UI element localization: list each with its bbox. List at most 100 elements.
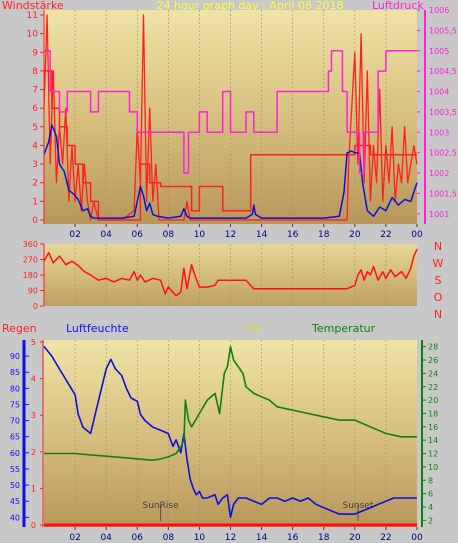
wind-tick-label: 4 (32, 141, 38, 151)
direction-tick-label: 90 (28, 287, 38, 296)
temperature-tick-label: 10 (428, 463, 438, 472)
rain-tick-label: 3 (31, 411, 36, 420)
pressure-axis-title: Luftdruck (372, 0, 424, 12)
wind-tick-label: 1 (32, 197, 38, 207)
x-tick-label: 14 (256, 533, 268, 543)
uv-axis-title: UV (246, 322, 262, 335)
wind-tick-label: 0 (32, 216, 38, 226)
compass-letter: N (434, 240, 442, 253)
x-tick-label: 06 (132, 230, 144, 240)
pressure-tick-label: 1004 (429, 88, 449, 97)
temperature-axis-title: Temperatur (311, 322, 376, 335)
x-tick-label: 18 (318, 230, 330, 240)
x-tick-label: 02 (69, 533, 80, 543)
series-line (43, 248, 418, 297)
temperature-tick-label: 22 (428, 383, 438, 392)
compass-letter: N (434, 308, 442, 321)
pressure-tick-label: 1005 (429, 47, 449, 56)
wind-tick-label: 7 (32, 86, 38, 96)
temperature-tick-label: 28 (428, 343, 438, 352)
x-tick-label: 08 (163, 230, 175, 240)
pressure-tick-label: 1001,5 (429, 189, 457, 198)
humidity-axis-title: Luftfeuchte (66, 322, 129, 335)
temperature-tick-label: 12 (428, 450, 438, 459)
humidity-tick-label: 60 (10, 449, 20, 458)
x-tick-label: 16 (287, 533, 299, 543)
x-tick-label: 08 (163, 533, 175, 543)
temperature-tick-label: 14 (428, 436, 438, 445)
pressure-tick-label: 1006 (429, 6, 449, 15)
rain-tick-label: 0 (31, 521, 36, 530)
temperature-tick-label: 16 (428, 423, 438, 432)
x-tick-label: 20 (349, 230, 361, 240)
x-tick-label: 12 (225, 533, 236, 543)
series-line (43, 345, 417, 519)
series-line (44, 50, 417, 174)
wind-tick-label: 9 (32, 48, 38, 58)
x-tick-label: 16 (287, 230, 299, 240)
wind-axis-title: Windstärke (2, 0, 64, 12)
direction-tick-label: 270 (23, 256, 38, 265)
direction-tick-label: 360 (23, 240, 38, 249)
temperature-tick-label: 2 (428, 516, 433, 525)
humidity-tick-label: 65 (10, 433, 20, 442)
wind-tick-label: 10 (27, 30, 39, 40)
temperature-tick-label: 8 (428, 476, 433, 485)
direction-tick-label: 180 (23, 271, 38, 280)
x-tick-label: 04 (100, 533, 112, 543)
rain-tick-label: 1 (31, 484, 36, 493)
sun-label: Sunset (342, 501, 373, 511)
x-tick-label: 00 (411, 533, 423, 543)
pressure-tick-label: 1004,5 (429, 67, 457, 76)
compass-letter: W (433, 257, 444, 270)
direction-tick-label: 0 (33, 302, 38, 311)
temperature-tick-label: 6 (428, 490, 433, 499)
series-line (43, 14, 418, 221)
x-tick-label: 02 (69, 230, 80, 240)
x-tick-label: 10 (194, 230, 206, 240)
x-tick-label: 06 (132, 533, 144, 543)
humidity-tick-label: 85 (10, 368, 20, 377)
x-tick-label: 14 (256, 230, 268, 240)
series-line (44, 70, 417, 221)
temperature-tick-label: 24 (428, 369, 438, 378)
humidity-tick-label: 70 (10, 417, 20, 426)
humidity-tick-label: 75 (10, 400, 20, 409)
x-tick-label: 10 (194, 533, 206, 543)
plot-area (44, 244, 417, 306)
pressure-tick-label: 1003 (429, 128, 449, 137)
x-tick-label: 20 (349, 533, 361, 543)
humidity-temperature-panel: SunRise Sunset 01234540455055606570758085… (2, 322, 438, 543)
pressure-tick-label: 1002,5 (429, 149, 457, 158)
wind-tick-label: 3 (32, 160, 38, 170)
series-line (44, 345, 417, 461)
wind-tick-label: 11 (27, 11, 38, 21)
temperature-tick-label: 18 (428, 409, 438, 418)
pressure-tick-label: 1003,5 (429, 108, 457, 117)
humidity-tick-label: 40 (10, 513, 20, 522)
wind-tick-label: 8 (32, 67, 38, 77)
pressure-tick-label: 1001 (429, 210, 449, 219)
humidity-tick-label: 55 (10, 465, 20, 474)
humidity-tick-label: 80 (10, 384, 20, 393)
temperature-tick-label: 4 (428, 503, 433, 512)
pressure-tick-label: 1005,5 (429, 26, 457, 35)
rain-tick-label: 5 (31, 338, 36, 347)
x-tick-label: 04 (100, 230, 112, 240)
x-tick-label: 12 (225, 230, 236, 240)
x-tick-label: 22 (380, 533, 391, 543)
wind-tick-label: 5 (32, 123, 38, 133)
sun-label: SunRise (143, 501, 180, 511)
wind-tick-label: 6 (32, 104, 38, 114)
compass-letter: S (435, 274, 442, 287)
temperature-tick-label: 20 (428, 396, 438, 405)
compass-letter: O (434, 291, 443, 304)
chart-title: 24 hour graph day : April 08 2018 (157, 0, 344, 12)
rain-tick-label: 2 (31, 448, 36, 457)
series-line (43, 124, 418, 219)
x-tick-label: 18 (318, 533, 330, 543)
x-tick-label: 22 (380, 230, 391, 240)
wind-pressure-panel: 0123456789101110011001,510021002,5100310… (2, 0, 457, 240)
